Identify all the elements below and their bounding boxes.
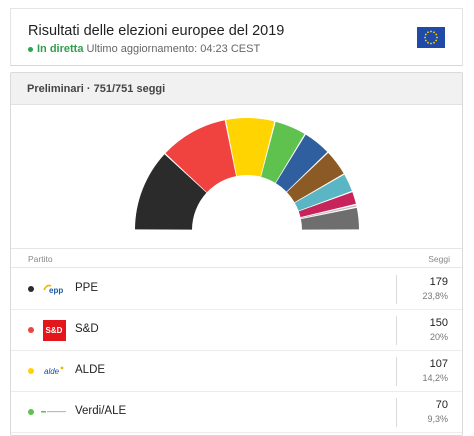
party-logo: alde bbox=[41, 360, 67, 382]
alde-logo: alde bbox=[44, 366, 64, 376]
party-color-dot bbox=[28, 368, 34, 374]
seat-segment-s-d[interactable] bbox=[165, 120, 237, 193]
live-badge: In diretta bbox=[37, 43, 84, 55]
seat-segment-altri-2[interactable] bbox=[300, 207, 359, 230]
party-percentage: 20% bbox=[429, 332, 448, 342]
table-row[interactable]: epp PPE 179 23,8% bbox=[11, 269, 462, 310]
seats-summary: Preliminari · 751/751 seggi bbox=[11, 73, 462, 105]
seat-segment-alde[interactable] bbox=[226, 118, 275, 177]
party-name: Verdi/ALE bbox=[75, 405, 127, 417]
svg-text:alde: alde bbox=[44, 367, 60, 376]
row-divider bbox=[396, 357, 397, 386]
epp-logo: epp bbox=[43, 284, 63, 295]
page-title: Risultati delle elezioni europee del 201… bbox=[28, 23, 285, 39]
party-logo: epp bbox=[41, 278, 67, 300]
results-card: Preliminari · 751/751 seggi Partito Segg… bbox=[10, 72, 463, 436]
party-seats: 150 bbox=[429, 317, 448, 329]
row-divider bbox=[396, 275, 397, 304]
col-party-header: Partito bbox=[28, 254, 53, 264]
party-seats: 179 bbox=[429, 276, 448, 288]
greens-logo bbox=[41, 411, 66, 413]
table-row[interactable]: S&D S&D 150 20% bbox=[11, 310, 462, 351]
seat-segment-verdi-ale[interactable] bbox=[261, 121, 305, 183]
seat-chart bbox=[135, 118, 359, 230]
seat-segment-gue-ngl[interactable] bbox=[294, 174, 352, 211]
party-percentage: 9,3% bbox=[427, 414, 448, 424]
eu-flag-icon bbox=[417, 27, 445, 48]
seat-segment-altri[interactable] bbox=[300, 205, 357, 219]
last-updated: Ultimo aggiornamento: 04:23 CEST bbox=[86, 43, 261, 55]
seat-segment-ecr[interactable] bbox=[275, 134, 328, 192]
party-logo bbox=[41, 401, 67, 423]
party-color-dot bbox=[28, 327, 34, 333]
party-logo: S&D bbox=[41, 319, 67, 341]
table-row[interactable]: alde ALDE 107 14,2% bbox=[11, 351, 462, 392]
col-seats-header: Seggi bbox=[428, 254, 450, 264]
party-name: S&D bbox=[75, 323, 99, 335]
party-percentage: 14,2% bbox=[422, 373, 448, 383]
row-divider bbox=[396, 398, 397, 427]
svg-text:epp: epp bbox=[49, 286, 63, 295]
status-line: In diretta Ultimo aggiornamento: 04:23 C… bbox=[28, 43, 260, 55]
sd-logo: S&D bbox=[42, 319, 66, 341]
party-seats: 70 bbox=[435, 399, 448, 411]
party-color-dot bbox=[28, 286, 34, 292]
live-dot-icon bbox=[28, 46, 33, 52]
seat-segment-id[interactable] bbox=[286, 152, 344, 203]
party-color-dot bbox=[28, 409, 34, 415]
party-seats: 107 bbox=[429, 358, 448, 370]
party-name: PPE bbox=[75, 282, 99, 294]
results-header: Risultati delle elezioni europee del 201… bbox=[10, 8, 463, 66]
table-row[interactable]: Verdi/ALE 70 9,3% bbox=[11, 392, 462, 433]
row-divider bbox=[396, 316, 397, 345]
party-name: ALDE bbox=[75, 364, 106, 376]
party-percentage: 23,8% bbox=[422, 291, 448, 301]
seat-segment-ni[interactable] bbox=[298, 192, 356, 218]
seat-segment-ppe[interactable] bbox=[135, 154, 207, 230]
table-header: Partito Seggi bbox=[11, 248, 462, 268]
